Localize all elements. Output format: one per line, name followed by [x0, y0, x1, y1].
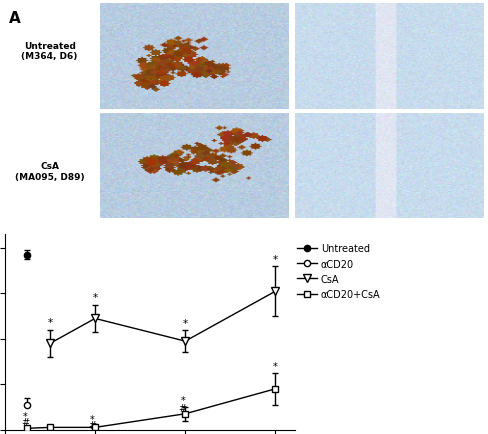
Text: *: * [183, 318, 187, 328]
Text: αCD20+CsA
(DJ4J7, D91): αCD20+CsA (DJ4J7, D91) [487, 10, 488, 29]
Legend: Untreated, αCD20, CsA, αCD20+CsA: Untreated, αCD20, CsA, αCD20+CsA [293, 240, 384, 303]
Text: CsA
(MA095, D89): CsA (MA095, D89) [15, 162, 84, 181]
Text: *: * [272, 254, 278, 264]
Text: #: # [88, 420, 96, 430]
Text: *: * [22, 411, 27, 421]
Text: A: A [9, 11, 21, 26]
Text: *: * [180, 395, 184, 405]
Text: #: # [21, 417, 29, 427]
Text: *: * [47, 317, 52, 327]
Text: αCD20+CsA
(MB027, D97): αCD20+CsA (MB027, D97) [487, 119, 488, 138]
Text: *: * [92, 292, 98, 302]
Text: Untreated
(M364, D6): Untreated (M364, D6) [21, 42, 78, 61]
Text: *: * [90, 414, 95, 424]
Text: *: * [272, 361, 277, 371]
Text: #: # [178, 403, 186, 413]
